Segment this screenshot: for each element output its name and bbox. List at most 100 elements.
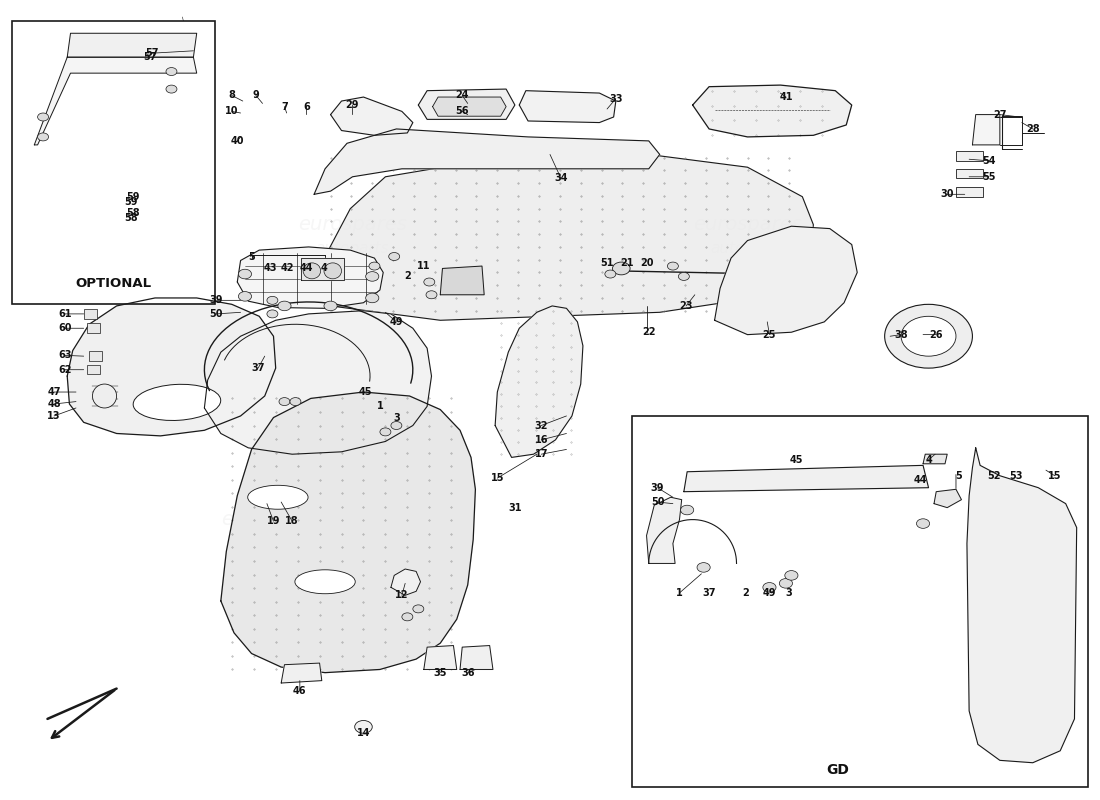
- Text: 39: 39: [651, 482, 664, 493]
- Text: 62: 62: [58, 365, 72, 374]
- Polygon shape: [238, 247, 383, 308]
- Text: 26: 26: [930, 330, 943, 340]
- Text: 11: 11: [417, 261, 430, 271]
- Bar: [12, 22, 216, 304]
- Text: 2: 2: [404, 271, 410, 282]
- Text: 29: 29: [345, 100, 360, 110]
- Text: autoparts: autoparts: [733, 640, 806, 654]
- Text: 28: 28: [1026, 124, 1039, 134]
- Text: eurospares: eurospares: [298, 215, 407, 234]
- Polygon shape: [934, 490, 961, 508]
- Text: 6: 6: [302, 102, 310, 112]
- Circle shape: [267, 310, 278, 318]
- Polygon shape: [67, 298, 276, 436]
- Circle shape: [412, 605, 424, 613]
- Circle shape: [354, 721, 372, 734]
- Text: 45: 45: [359, 387, 373, 397]
- Polygon shape: [221, 392, 475, 673]
- Polygon shape: [315, 129, 660, 194]
- Text: 41: 41: [779, 92, 793, 102]
- Polygon shape: [460, 646, 493, 670]
- Text: 34: 34: [554, 174, 568, 183]
- Polygon shape: [320, 153, 813, 320]
- Circle shape: [426, 290, 437, 298]
- Polygon shape: [495, 306, 583, 458]
- Circle shape: [279, 398, 290, 406]
- Circle shape: [402, 613, 412, 621]
- Text: 54: 54: [982, 156, 996, 166]
- Ellipse shape: [324, 263, 341, 279]
- Polygon shape: [967, 448, 1077, 762]
- Text: 47: 47: [47, 387, 60, 397]
- Text: 45: 45: [790, 454, 804, 465]
- Circle shape: [365, 293, 378, 302]
- Circle shape: [424, 278, 434, 286]
- Text: 44: 44: [914, 474, 927, 485]
- Bar: [89, 351, 102, 361]
- Text: 48: 48: [47, 399, 60, 409]
- Polygon shape: [282, 663, 322, 683]
- Circle shape: [901, 316, 956, 356]
- Text: OPTIONAL: OPTIONAL: [76, 277, 152, 290]
- Circle shape: [668, 262, 679, 270]
- Bar: [84, 309, 97, 318]
- Circle shape: [784, 570, 798, 580]
- Polygon shape: [684, 466, 928, 492]
- Text: 40: 40: [231, 136, 244, 146]
- Polygon shape: [205, 310, 431, 454]
- Text: 36: 36: [461, 668, 474, 678]
- Circle shape: [37, 133, 48, 141]
- Text: 49: 49: [762, 588, 777, 598]
- Text: 18: 18: [285, 516, 299, 526]
- Text: 59: 59: [126, 192, 140, 202]
- Text: 32: 32: [535, 421, 548, 430]
- Text: 5: 5: [955, 470, 961, 481]
- Text: 27: 27: [993, 110, 1007, 119]
- Circle shape: [267, 296, 278, 304]
- Text: 35: 35: [433, 668, 447, 678]
- Text: 52: 52: [988, 470, 1001, 481]
- Circle shape: [390, 422, 402, 430]
- Ellipse shape: [295, 570, 355, 594]
- Circle shape: [681, 506, 694, 515]
- Circle shape: [697, 562, 711, 572]
- Circle shape: [278, 301, 292, 310]
- Polygon shape: [972, 114, 1000, 145]
- Text: autoparts: autoparts: [239, 536, 312, 551]
- Bar: [632, 416, 1088, 786]
- Circle shape: [324, 301, 337, 310]
- Text: 15: 15: [491, 473, 504, 483]
- Text: 16: 16: [535, 435, 548, 445]
- Text: 43: 43: [264, 263, 277, 274]
- Circle shape: [884, 304, 972, 368]
- Text: 4: 4: [320, 263, 328, 274]
- Text: 1: 1: [376, 402, 383, 411]
- Bar: [956, 169, 983, 178]
- Text: 37: 37: [702, 588, 716, 598]
- Text: 10: 10: [226, 106, 239, 117]
- Polygon shape: [418, 89, 515, 119]
- Bar: [956, 151, 983, 161]
- Circle shape: [239, 291, 252, 301]
- Text: 44: 44: [299, 263, 314, 274]
- Text: 58: 58: [126, 208, 140, 218]
- Text: 61: 61: [58, 309, 72, 319]
- Polygon shape: [390, 569, 420, 595]
- Polygon shape: [923, 454, 947, 464]
- Polygon shape: [67, 34, 197, 57]
- Text: 60: 60: [58, 323, 72, 334]
- Text: 1: 1: [676, 588, 683, 598]
- Circle shape: [290, 398, 301, 406]
- Circle shape: [365, 272, 378, 282]
- Text: 25: 25: [762, 330, 777, 340]
- Text: 20: 20: [640, 258, 653, 268]
- Text: 42: 42: [280, 263, 295, 274]
- Text: 31: 31: [508, 502, 521, 513]
- Ellipse shape: [304, 263, 321, 279]
- Text: 53: 53: [1010, 470, 1023, 481]
- Text: 39: 39: [210, 295, 223, 306]
- Circle shape: [166, 67, 177, 75]
- Text: eurospares: eurospares: [693, 215, 802, 234]
- Text: 50: 50: [210, 309, 223, 319]
- Text: 46: 46: [293, 686, 307, 696]
